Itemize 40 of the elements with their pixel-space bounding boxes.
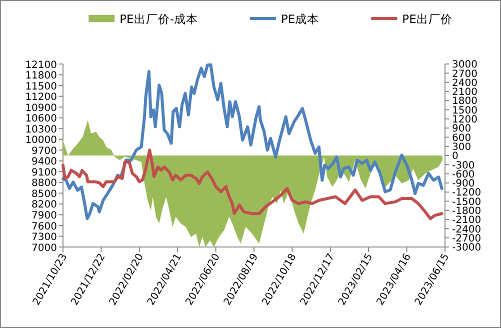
y2tick: 0: [452, 151, 458, 162]
ytick: 7000: [32, 242, 57, 254]
ytick: 9700: [32, 146, 57, 157]
y2tick: 300: [452, 142, 472, 153]
y2tick: 2400: [452, 78, 478, 89]
y2tick: 2700: [452, 68, 478, 80]
ytick: 7300: [32, 232, 57, 244]
ytick: 11800: [25, 70, 57, 82]
ytick: 7600: [32, 221, 57, 232]
y2tick: 1800: [452, 96, 478, 108]
y2tick: -1200: [452, 188, 482, 199]
y2tick: -2100: [452, 215, 482, 226]
y2tick: -1500: [452, 196, 482, 208]
legend-label: PE出厂价-成本: [120, 12, 198, 26]
ytick: 11200: [25, 92, 57, 104]
ytick: 10000: [25, 135, 57, 146]
ytick: 10900: [25, 102, 57, 114]
y2tick: -2400: [452, 224, 482, 236]
y2tick: 1200: [452, 114, 478, 126]
y2tick: 1500: [452, 105, 478, 116]
ytick: 12100: [25, 60, 57, 71]
ytick: 9100: [32, 167, 57, 178]
y2tick: 3000: [452, 60, 478, 71]
ytick: 8800: [32, 178, 57, 190]
y2tick: 600: [452, 132, 472, 144]
ytick: 8200: [32, 200, 57, 211]
y2tick: -600: [452, 169, 475, 180]
legend-label: PE出厂价: [402, 12, 452, 26]
ytick: 10300: [25, 124, 57, 136]
y2tick: -1800: [452, 206, 482, 217]
y2tick: -300: [452, 160, 475, 172]
ytick: 8500: [32, 188, 57, 200]
legend-label: PE成本: [280, 12, 320, 26]
y2tick: 900: [452, 124, 472, 135]
ytick: 10600: [25, 114, 57, 125]
ytick: 9400: [32, 156, 57, 168]
ytick: 7900: [32, 210, 57, 222]
y2tick: -3000: [452, 242, 482, 254]
y2tick: -2700: [452, 233, 482, 244]
ytick: 11500: [25, 81, 57, 92]
